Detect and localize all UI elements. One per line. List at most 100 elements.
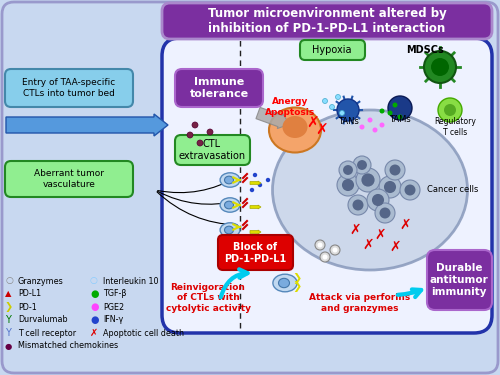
Text: TAMs: TAMs xyxy=(389,116,411,124)
Circle shape xyxy=(340,111,344,116)
Ellipse shape xyxy=(220,223,240,237)
Text: ✗: ✗ xyxy=(306,116,320,130)
Text: TANs: TANs xyxy=(338,117,358,126)
Text: IFN-γ: IFN-γ xyxy=(103,315,123,324)
Circle shape xyxy=(380,123,384,128)
Circle shape xyxy=(385,160,405,180)
Text: Block of
PD-1-PD-L1: Block of PD-1-PD-L1 xyxy=(224,242,286,264)
Circle shape xyxy=(372,128,378,132)
Text: ✗: ✗ xyxy=(399,218,411,232)
FancyBboxPatch shape xyxy=(427,250,492,310)
Circle shape xyxy=(266,178,270,182)
Text: ✗: ✗ xyxy=(362,238,374,252)
Circle shape xyxy=(332,248,338,252)
Text: T cell receptor: T cell receptor xyxy=(18,328,76,338)
Circle shape xyxy=(330,105,334,110)
Circle shape xyxy=(368,117,372,123)
FancyBboxPatch shape xyxy=(162,3,492,39)
Circle shape xyxy=(253,173,257,177)
Circle shape xyxy=(388,96,412,120)
Text: ●: ● xyxy=(90,289,98,299)
Text: ○: ○ xyxy=(5,276,13,285)
Text: MDSCs: MDSCs xyxy=(406,45,444,55)
Circle shape xyxy=(187,132,193,138)
Text: ✗: ✗ xyxy=(389,240,401,254)
Circle shape xyxy=(362,173,374,187)
FancyBboxPatch shape xyxy=(5,161,133,197)
Text: PGE2: PGE2 xyxy=(103,303,124,312)
Text: Hypoxia: Hypoxia xyxy=(312,45,352,55)
Text: Durable
antitumor
immunity: Durable antitumor immunity xyxy=(430,263,488,297)
Text: ○: ○ xyxy=(90,276,98,285)
Text: Entry of TAA-specific
CTLs into tumor bed: Entry of TAA-specific CTLs into tumor be… xyxy=(22,78,116,98)
Ellipse shape xyxy=(224,176,234,184)
Circle shape xyxy=(348,195,368,215)
Ellipse shape xyxy=(278,278,289,288)
Circle shape xyxy=(367,189,389,211)
Circle shape xyxy=(343,165,353,175)
Circle shape xyxy=(380,108,384,114)
Circle shape xyxy=(192,122,198,128)
FancyArrow shape xyxy=(250,205,261,209)
Text: Y: Y xyxy=(5,328,11,338)
Text: Regulatory
T cells: Regulatory T cells xyxy=(434,117,476,137)
Circle shape xyxy=(380,207,390,219)
Circle shape xyxy=(372,194,384,206)
Circle shape xyxy=(388,111,392,116)
Text: ✗: ✗ xyxy=(90,328,98,338)
FancyArrow shape xyxy=(6,114,168,136)
Text: Mismatched chemokines: Mismatched chemokines xyxy=(18,342,118,351)
Circle shape xyxy=(356,168,380,192)
Text: Reinvigoration
of CTLs with
cytolytic activity: Reinvigoration of CTLs with cytolytic ac… xyxy=(166,283,250,313)
Text: Apoptotic cell death: Apoptotic cell death xyxy=(103,328,184,338)
Text: ❯: ❯ xyxy=(292,273,302,285)
Text: ✗: ✗ xyxy=(349,223,361,237)
Circle shape xyxy=(318,243,322,248)
Circle shape xyxy=(342,179,354,191)
Text: ●: ● xyxy=(5,342,12,351)
Circle shape xyxy=(322,255,328,260)
Text: ●: ● xyxy=(90,315,98,325)
Circle shape xyxy=(404,184,415,195)
Text: Durvalumab: Durvalumab xyxy=(18,315,68,324)
Circle shape xyxy=(444,104,456,116)
FancyBboxPatch shape xyxy=(175,135,250,165)
Text: Attack via perforins
and granzymes: Attack via perforins and granzymes xyxy=(310,293,410,313)
Text: PD-L1: PD-L1 xyxy=(18,290,41,298)
Text: Anergy
Apoptosis: Anergy Apoptosis xyxy=(265,97,315,117)
FancyBboxPatch shape xyxy=(300,40,365,60)
FancyArrow shape xyxy=(250,181,261,185)
Ellipse shape xyxy=(273,274,297,292)
Circle shape xyxy=(424,51,456,83)
Text: TGF-β: TGF-β xyxy=(103,290,126,298)
Text: Cancer cells: Cancer cells xyxy=(428,186,478,195)
Circle shape xyxy=(207,129,213,135)
Circle shape xyxy=(337,174,359,196)
Text: ✗: ✗ xyxy=(316,123,328,138)
Circle shape xyxy=(352,200,364,210)
Text: ▲: ▲ xyxy=(5,290,12,298)
Circle shape xyxy=(353,156,371,174)
Text: CTL
extravasation: CTL extravasation xyxy=(178,139,246,161)
Circle shape xyxy=(392,102,398,108)
Circle shape xyxy=(330,245,340,255)
Text: Aberrant tumor
vasculature: Aberrant tumor vasculature xyxy=(34,169,104,189)
Text: ❯: ❯ xyxy=(5,302,13,312)
Circle shape xyxy=(360,124,364,129)
Text: ❯: ❯ xyxy=(292,282,302,292)
Circle shape xyxy=(197,140,203,146)
FancyArrow shape xyxy=(256,107,290,129)
FancyBboxPatch shape xyxy=(175,69,263,107)
Text: Interleukin 10: Interleukin 10 xyxy=(103,276,158,285)
Circle shape xyxy=(400,180,420,200)
Text: Tumor microenvironment altered by
inhibition of PD-1-PD-L1 interaction: Tumor microenvironment altered by inhibi… xyxy=(208,7,446,35)
FancyBboxPatch shape xyxy=(162,38,492,333)
Ellipse shape xyxy=(224,226,234,234)
Circle shape xyxy=(250,188,254,192)
Ellipse shape xyxy=(220,198,240,212)
Ellipse shape xyxy=(220,173,240,187)
Circle shape xyxy=(258,183,262,187)
Circle shape xyxy=(322,99,328,104)
FancyArrow shape xyxy=(250,230,261,234)
Circle shape xyxy=(339,161,357,179)
